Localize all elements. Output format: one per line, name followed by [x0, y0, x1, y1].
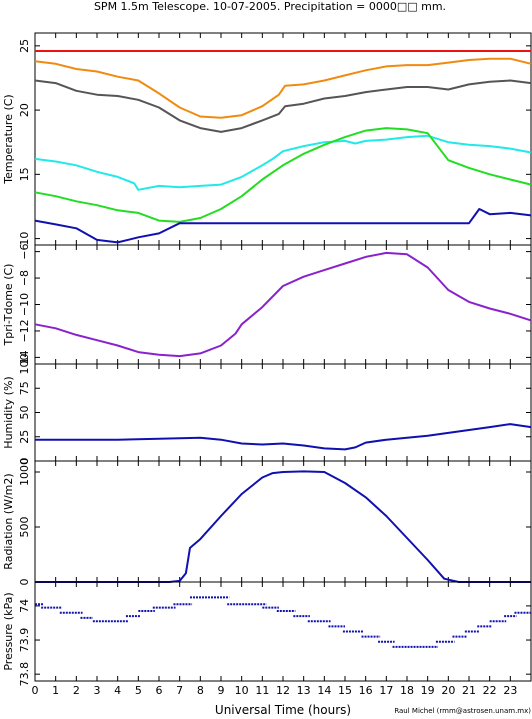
x-axis-label: Universal Time (hours): [215, 703, 351, 717]
x-tick-label: 7: [176, 684, 183, 697]
y-axis-label: Temperature (C): [2, 94, 15, 184]
x-tick-label: 4: [114, 684, 121, 697]
y-tick-label: 73.8: [18, 662, 31, 687]
x-tick-label: 9: [218, 684, 225, 697]
x-tick-label: 5: [135, 684, 142, 697]
x-tick-label: 0: [32, 684, 39, 697]
credit-text: Raul Michel (rmm@astrosen.unam.mx): [394, 707, 531, 715]
y-tick-label: 500: [18, 517, 31, 538]
y-tick-label: 20: [18, 103, 31, 117]
x-tick-label: 23: [503, 684, 517, 697]
y-tick-label: 0: [18, 579, 31, 586]
series-line-blue: [34, 208, 532, 244]
series-line-orange: [34, 57, 532, 119]
panel-temperature: 10 15 20 25 Temperature (C): [2, 32, 532, 246]
x-tick-label: 2: [73, 684, 80, 697]
y-tick-label: 0: [18, 458, 31, 465]
y-tick-label: 14: [18, 350, 31, 364]
y-tick-label: −8: [18, 270, 31, 286]
series-line-blue: [35, 423, 532, 451]
y-axis-label: Humidity (%): [2, 376, 15, 448]
x-tick-label: 22: [483, 684, 497, 697]
x-tick-label: 11: [255, 684, 269, 697]
y-axis-label: Tpri-Tdome (C): [2, 264, 15, 347]
series-line-blue: [35, 470, 531, 583]
x-tick-label: 16: [359, 684, 373, 697]
x-tick-label: 15: [338, 684, 352, 697]
y-tick-label: 74: [18, 599, 31, 613]
plot-frame: [34, 363, 532, 462]
plot-frame: [34, 32, 532, 246]
y-tick-label: 73.9: [18, 628, 31, 653]
y-tick-label: 100: [18, 354, 31, 375]
series-line-cyan: [34, 134, 532, 191]
x-tick-label: 19: [421, 684, 435, 697]
y-tick-label: 1000: [18, 458, 31, 486]
plot-frame: [34, 581, 532, 682]
y-axis-label: Pressure (kPa): [2, 592, 15, 670]
y-tick-label: 75: [18, 381, 31, 395]
x-tick-label: 12: [276, 684, 290, 697]
y-tick-label: −10: [18, 293, 31, 316]
y-axis-label: Radiation (W/m2): [2, 473, 15, 569]
y-tick-label: 10: [18, 232, 31, 246]
plot-frame: [34, 460, 532, 583]
x-tick-label: 20: [441, 684, 455, 697]
y-tick-label: 25: [18, 430, 31, 444]
y-tick-label: −6: [18, 244, 31, 260]
y-tick-label: 50: [18, 406, 31, 420]
x-tick-label: 14: [317, 684, 331, 697]
series-line-green: [34, 127, 532, 223]
x-tick-label: 18: [400, 684, 414, 697]
plot-frame: [34, 244, 532, 365]
x-tick-label: 10: [235, 684, 249, 697]
series-line-gray: [34, 79, 532, 133]
x-tick-label: 6: [156, 684, 163, 697]
figure-title: SPM 1.5m Telescope. 10-07-2005. Precipit…: [94, 0, 446, 13]
x-tick-label: 17: [379, 684, 393, 697]
y-tick-label: −12: [18, 319, 31, 342]
x-tick-label: 8: [197, 684, 204, 697]
x-tick-label: 13: [297, 684, 311, 697]
x-tick-label: 1: [52, 684, 59, 697]
x-tick-label: 3: [94, 684, 101, 697]
x-tick-label: 21: [462, 684, 476, 697]
y-tick-label: 15: [18, 167, 31, 181]
y-tick-label: 25: [18, 39, 31, 53]
series-line-purple: [34, 251, 532, 358]
